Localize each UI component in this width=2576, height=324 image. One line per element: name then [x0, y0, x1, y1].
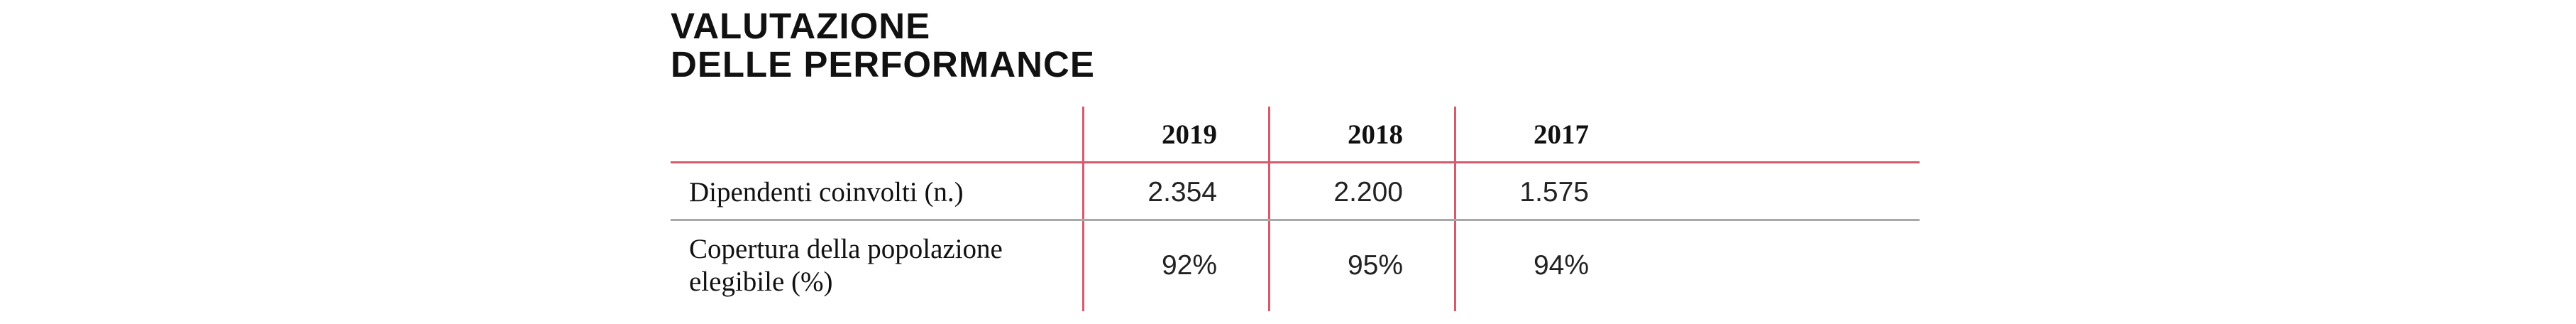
title-line-1: VALUTAZIONE	[671, 6, 931, 46]
row-label-copertura-line-1: Copertura della popolazione	[689, 234, 1003, 264]
column-divider-2	[1268, 107, 1270, 311]
page-title: VALUTAZIONE DELLE PERFORMANCE	[671, 7, 1095, 84]
column-header-2017: 2017	[1534, 119, 1589, 150]
title-line-2: DELLE PERFORMANCE	[671, 44, 1095, 85]
performance-table: 2019 2018 2017 Dipendenti coinvolti (n.)…	[671, 107, 1920, 311]
column-header-2019: 2019	[1162, 119, 1217, 150]
column-header-2018: 2018	[1348, 119, 1403, 150]
row-label-dipendenti: Dipendenti coinvolti (n.)	[689, 177, 964, 207]
row2-value-2019: 92%	[1161, 250, 1217, 281]
row2-value-2018: 95%	[1347, 250, 1403, 281]
row-label-copertura: Copertura della popolazione elegibile (%…	[689, 233, 1086, 298]
row2-value-2017: 94%	[1533, 250, 1589, 281]
header-underline	[671, 161, 1920, 163]
row-label-copertura-line-2: elegibile (%)	[689, 266, 833, 297]
row1-value-2017: 1.575	[1519, 177, 1589, 207]
row-divider	[671, 219, 1920, 221]
row1-value-2018: 2.200	[1333, 177, 1403, 207]
column-divider-1	[1082, 107, 1084, 311]
row1-value-2019: 2.354	[1147, 177, 1217, 207]
column-divider-3	[1454, 107, 1456, 311]
